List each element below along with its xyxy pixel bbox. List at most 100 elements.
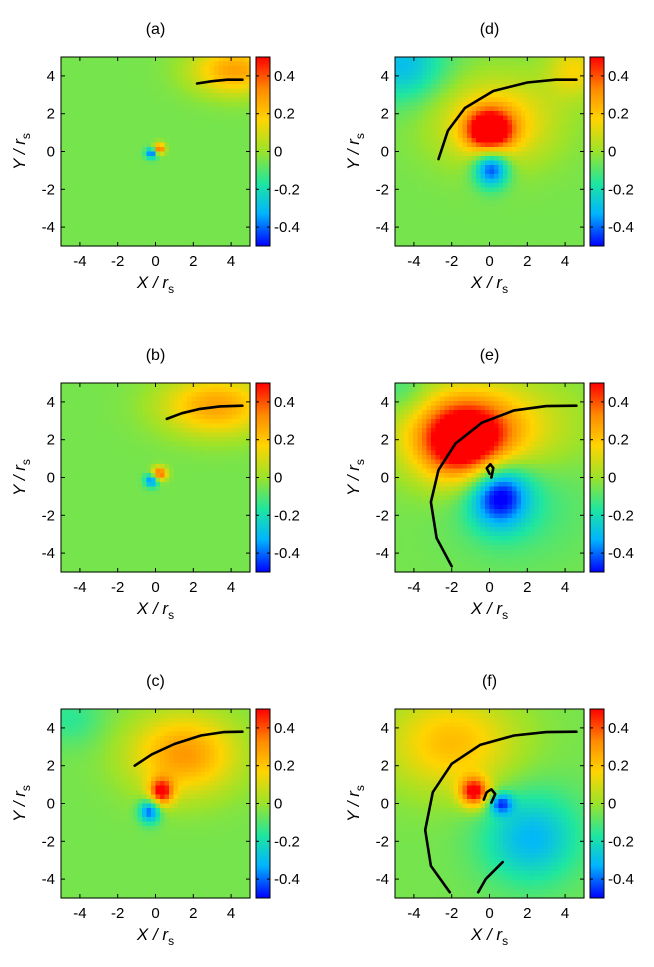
heatmap-cell: [160, 473, 166, 479]
heatmap-cell: [196, 531, 202, 537]
heatmap-cell: [164, 709, 170, 715]
heatmap-cell: [128, 237, 134, 243]
heatmap-cell: [74, 241, 80, 247]
heatmap-cell: [227, 228, 233, 234]
heatmap-cell: [146, 414, 152, 420]
heatmap-cell: [74, 848, 80, 854]
heatmap-cell: [74, 776, 80, 782]
heatmap-cell: [182, 124, 188, 130]
heatmap-cell: [173, 192, 179, 198]
heatmap-cell: [155, 232, 161, 238]
heatmap-cell: [74, 731, 80, 737]
heatmap-cell: [218, 522, 224, 528]
heatmap-cell: [119, 808, 125, 814]
heatmap-cell: [155, 486, 161, 492]
heatmap-cell: [200, 156, 206, 162]
heatmap-cell: [124, 745, 130, 751]
heatmap-cell: [106, 875, 112, 881]
heatmap-cell: [61, 839, 67, 845]
heatmap-cell: [232, 138, 238, 144]
heatmap-cell: [124, 142, 130, 148]
heatmap-cell: [227, 84, 233, 90]
heatmap-cell: [200, 396, 206, 402]
heatmap-cell: [110, 410, 116, 416]
heatmap-cell: [88, 459, 94, 465]
heatmap-cell: [88, 722, 94, 728]
heatmap-cell: [236, 558, 242, 564]
heatmap-cell: [227, 437, 233, 443]
heatmap-cell: [101, 722, 107, 728]
heatmap-cell: [205, 111, 211, 117]
heatmap-cell: [151, 210, 157, 216]
heatmap-cell: [110, 754, 116, 760]
heatmap-cell: [65, 835, 71, 841]
heatmap-cell: [142, 383, 148, 389]
heatmap-cell: [119, 142, 125, 148]
heatmap-cell: [79, 124, 85, 130]
heatmap-cell: [200, 423, 206, 429]
heatmap-cell: [155, 414, 161, 420]
heatmap-cell: [61, 396, 67, 402]
heatmap-cell: [236, 93, 242, 99]
heatmap-cell: [124, 423, 130, 429]
heatmap-cell: [70, 419, 76, 425]
heatmap-cell: [137, 396, 143, 402]
heatmap-cell: [241, 223, 247, 229]
heatmap-cell: [200, 151, 206, 157]
heatmap-cell: [124, 545, 130, 551]
heatmap-cell: [241, 405, 247, 411]
heatmap-cell: [128, 527, 134, 533]
heatmap-cell: [133, 219, 139, 225]
heatmap-cell: [70, 432, 76, 438]
heatmap: [61, 383, 251, 573]
heatmap-cell: [223, 79, 229, 85]
heatmap-cell: [169, 106, 175, 112]
heatmap-cell: [173, 133, 179, 139]
heatmap-cell: [119, 223, 125, 229]
heatmap-cell: [70, 830, 76, 836]
heatmap-cell: [218, 133, 224, 139]
heatmap-cell: [196, 871, 202, 877]
heatmap-cell: [133, 84, 139, 90]
heatmap-cell: [196, 821, 202, 827]
heatmap-cell: [173, 219, 179, 225]
heatmap-cell: [160, 477, 166, 483]
heatmap-cell: [214, 88, 220, 94]
heatmap-cell: [97, 228, 103, 234]
heatmap-cell: [110, 549, 116, 555]
heatmap-cell: [146, 151, 152, 157]
heatmap-cell: [164, 70, 170, 76]
heatmap-cell: [223, 455, 229, 461]
heatmap-cell: [214, 241, 220, 247]
heatmap-cell: [146, 889, 152, 895]
heatmap-cell: [92, 736, 98, 742]
heatmap-cell: [214, 106, 220, 112]
heatmap-cell: [164, 97, 170, 103]
heatmap-cell: [178, 423, 184, 429]
heatmap-cell: [61, 884, 67, 890]
heatmap-cell: [97, 124, 103, 130]
heatmap-cell: [119, 749, 125, 755]
heatmap-cell: [70, 794, 76, 800]
heatmap-cell: [92, 396, 98, 402]
heatmap-cell: [101, 736, 107, 742]
heatmap-cell: [218, 88, 224, 94]
heatmap-cell: [173, 88, 179, 94]
heatmap-cell: [74, 223, 80, 229]
heatmap-cell: [223, 174, 229, 180]
heatmap-cell: [173, 830, 179, 836]
heatmap-cell: [187, 812, 193, 818]
heatmap-cell: [164, 387, 170, 393]
heatmap-cell: [92, 749, 98, 755]
heatmap-cell: [173, 70, 179, 76]
heatmap-cell: [88, 536, 94, 542]
heatmap-cell: [70, 201, 76, 207]
heatmap-cell: [200, 70, 206, 76]
heatmap-cell: [205, 772, 211, 778]
heatmap-cell: [160, 192, 166, 198]
heatmap-cell: [83, 237, 89, 243]
heatmap-cell: [214, 545, 220, 551]
heatmap-cell: [223, 61, 229, 67]
heatmap-cell: [164, 862, 170, 868]
heatmap-cell: [61, 401, 67, 407]
